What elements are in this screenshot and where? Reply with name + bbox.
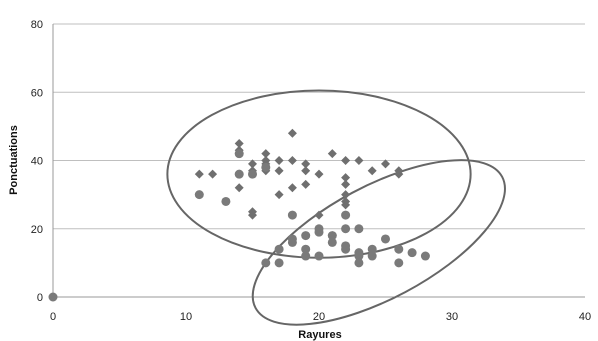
y-axis-title: Ponctuations bbox=[8, 125, 20, 195]
circle-point bbox=[367, 244, 377, 254]
circle-point bbox=[341, 244, 351, 254]
circle-point bbox=[394, 244, 404, 254]
circle-point bbox=[407, 248, 417, 258]
diamond-point bbox=[341, 173, 351, 183]
circle-point bbox=[301, 251, 311, 261]
diamond-point bbox=[394, 169, 404, 179]
diamond-point bbox=[274, 166, 284, 176]
circle-point bbox=[314, 227, 324, 237]
diamond-point bbox=[208, 169, 218, 179]
circle-point bbox=[234, 169, 244, 179]
circle-point bbox=[394, 258, 404, 268]
circle-point bbox=[367, 251, 377, 261]
ellipse-2 bbox=[251, 159, 506, 326]
circle-point bbox=[354, 224, 364, 234]
diamond-point bbox=[301, 179, 311, 189]
circle-point bbox=[327, 231, 337, 241]
circle-point bbox=[248, 169, 257, 179]
x-axis-title: Rayures bbox=[298, 329, 341, 341]
x-tick-label: 20 bbox=[313, 311, 325, 323]
circle-point bbox=[221, 196, 231, 206]
circle-point bbox=[194, 190, 204, 200]
data-points bbox=[48, 128, 430, 302]
diamond-point bbox=[274, 190, 284, 200]
circle-point bbox=[327, 237, 337, 247]
circle-point bbox=[301, 231, 311, 241]
circle-point bbox=[234, 149, 244, 159]
y-tick-label: 0 bbox=[37, 292, 43, 304]
y-tick-label: 40 bbox=[31, 156, 43, 168]
diamond-point bbox=[234, 138, 244, 148]
diamond-point bbox=[287, 156, 297, 165]
circle-point bbox=[301, 244, 311, 254]
y-tick-label: 80 bbox=[31, 19, 43, 31]
diamond-point bbox=[261, 149, 271, 159]
y-tick-label: 20 bbox=[31, 224, 43, 236]
y-tick-label: 60 bbox=[31, 87, 43, 99]
diamond-point bbox=[341, 190, 351, 200]
circle-point bbox=[261, 162, 271, 172]
circle-point bbox=[261, 258, 271, 268]
diamond-point bbox=[341, 156, 351, 165]
diamond-point bbox=[301, 166, 311, 176]
circle-point bbox=[48, 292, 58, 302]
diamond-point bbox=[301, 159, 311, 169]
x-tick-label: 40 bbox=[579, 311, 591, 323]
diamond-point bbox=[194, 169, 204, 179]
diamond-point bbox=[274, 156, 284, 165]
diamond-point bbox=[341, 200, 351, 210]
grid-lines bbox=[52, 23, 585, 298]
circle-point bbox=[287, 237, 297, 247]
diamond-point bbox=[314, 169, 324, 179]
diamond-point bbox=[287, 183, 297, 193]
circle-point bbox=[354, 258, 364, 268]
x-tick-label: 30 bbox=[446, 311, 458, 323]
circle-point bbox=[354, 251, 364, 261]
circle-point bbox=[274, 258, 284, 268]
circle-point bbox=[341, 210, 351, 220]
diamond-point bbox=[327, 149, 337, 159]
diamond-point bbox=[354, 156, 364, 165]
diamond-point bbox=[367, 166, 377, 176]
circle-point bbox=[314, 251, 324, 261]
x-tick-label: 0 bbox=[50, 311, 56, 323]
circle-point bbox=[274, 244, 284, 254]
circle-point bbox=[287, 210, 297, 220]
circle-point bbox=[341, 224, 351, 234]
diamond-point bbox=[248, 210, 257, 220]
diamond-point bbox=[341, 179, 351, 189]
diamond-point bbox=[234, 183, 244, 193]
diamond-point bbox=[381, 159, 390, 169]
diamond-point bbox=[248, 159, 257, 169]
circle-point bbox=[381, 234, 390, 244]
diamond-point bbox=[287, 128, 297, 138]
circle-point bbox=[420, 251, 430, 261]
tick-labels: 0 20 40 60 80 0 10 20 30 40 bbox=[31, 19, 591, 323]
x-tick-label: 10 bbox=[180, 311, 192, 323]
diamond-point bbox=[314, 210, 324, 220]
